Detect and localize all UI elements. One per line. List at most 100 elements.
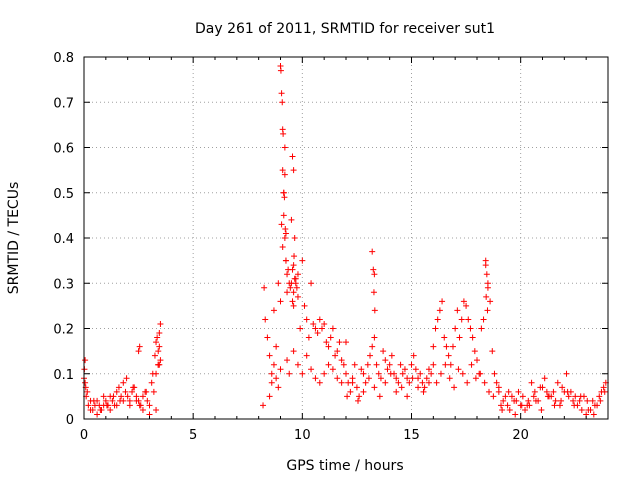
data-point	[316, 379, 323, 386]
data-point	[460, 298, 467, 305]
data-point	[133, 397, 140, 404]
data-point	[334, 375, 341, 382]
data-point	[136, 343, 143, 350]
data-point	[153, 406, 160, 413]
data-point	[340, 361, 347, 368]
data-point	[395, 379, 402, 386]
x-tick-label: 0	[80, 428, 88, 443]
data-point	[351, 361, 358, 368]
data-point	[289, 266, 296, 273]
data-point	[310, 320, 317, 327]
x-tick-label: 20	[512, 428, 529, 443]
data-point	[451, 384, 458, 391]
data-point	[288, 216, 295, 223]
data-point	[571, 402, 578, 409]
data-point	[434, 316, 441, 323]
data-point	[420, 388, 427, 395]
data-point	[528, 379, 535, 386]
data-point	[338, 357, 345, 364]
data-point	[153, 339, 160, 346]
data-marks	[81, 63, 609, 418]
data-point	[290, 167, 297, 174]
data-point	[433, 379, 440, 386]
data-point	[500, 397, 507, 404]
data-point	[455, 366, 462, 373]
data-point	[273, 375, 280, 382]
data-point	[508, 393, 515, 400]
data-point	[291, 235, 298, 241]
data-point	[349, 379, 356, 386]
x-tick-label: 15	[403, 428, 420, 443]
data-point	[157, 320, 164, 327]
data-point	[97, 406, 104, 413]
data-point	[266, 393, 273, 400]
data-point	[537, 384, 544, 391]
data-point	[280, 189, 287, 196]
data-point	[469, 334, 476, 341]
data-point	[386, 361, 393, 368]
data-point	[594, 402, 601, 409]
data-point	[154, 334, 161, 341]
data-point	[456, 334, 463, 341]
y-tick-label: 0.3	[53, 277, 74, 292]
data-point	[480, 316, 487, 323]
data-point	[343, 339, 349, 346]
data-point	[377, 375, 384, 382]
data-point	[290, 302, 297, 309]
data-point	[157, 357, 164, 364]
data-point	[452, 325, 459, 332]
data-point	[325, 361, 332, 368]
data-point	[279, 99, 286, 106]
data-point	[371, 271, 378, 278]
data-point	[600, 384, 607, 391]
data-point	[369, 248, 376, 255]
data-point	[275, 280, 282, 287]
data-point	[84, 388, 91, 395]
data-point	[332, 352, 339, 359]
data-point	[308, 366, 315, 373]
data-point	[512, 411, 519, 418]
data-point	[144, 397, 151, 404]
data-point	[425, 379, 432, 386]
data-point	[421, 384, 428, 391]
data-point	[303, 316, 310, 323]
data-point	[316, 316, 323, 323]
data-point	[124, 393, 131, 400]
data-point	[334, 348, 341, 355]
data-point	[110, 393, 117, 400]
data-point	[156, 343, 163, 350]
data-point	[564, 388, 571, 395]
data-point	[538, 406, 545, 413]
data-point	[410, 352, 417, 359]
y-tick-label: 0.6	[53, 142, 74, 157]
data-point	[261, 284, 268, 291]
data-point	[260, 402, 267, 409]
data-point	[432, 325, 439, 332]
data-point	[423, 375, 430, 382]
y-tick-label: 0.7	[53, 96, 74, 111]
data-point	[262, 316, 269, 323]
data-point	[284, 289, 291, 296]
data-point	[280, 212, 287, 219]
data-point	[570, 397, 577, 404]
y-tick-label: 0.2	[53, 323, 74, 338]
data-point	[472, 375, 479, 382]
data-point	[87, 406, 94, 413]
data-point	[430, 343, 437, 350]
data-point	[155, 361, 162, 368]
data-point	[543, 388, 550, 395]
data-point	[273, 343, 280, 350]
data-point	[264, 334, 271, 341]
data-point	[398, 384, 405, 391]
data-point	[146, 402, 153, 409]
data-point	[412, 366, 419, 373]
data-point	[355, 397, 362, 404]
data-point	[449, 343, 456, 350]
data-point	[393, 375, 400, 382]
data-point	[518, 402, 525, 409]
data-point	[301, 302, 308, 309]
data-point	[275, 384, 282, 391]
data-point	[369, 343, 376, 350]
data-point	[288, 280, 295, 287]
data-point	[362, 379, 369, 386]
